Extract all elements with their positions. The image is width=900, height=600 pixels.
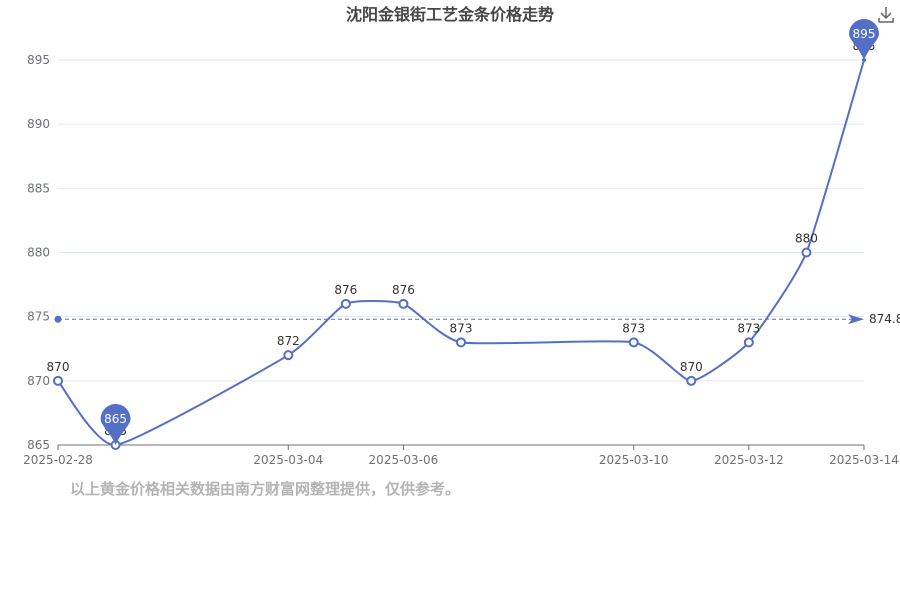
x-tick-label: 2025-03-12 — [714, 453, 784, 467]
y-axis-ticks: 865 870 875 880 885 890 895 — [27, 53, 50, 452]
extreme-markers: 865 895 — [100, 19, 879, 445]
average-line-label: 874.8 — [869, 312, 900, 326]
data-point — [743, 337, 754, 348]
footnote: 以上黄金价格相关数据由南方财富网整理提供，仅供参考。 — [70, 480, 461, 498]
y-tick-label: 865 — [27, 438, 50, 452]
data-point — [456, 337, 466, 348]
y-tick-label: 890 — [27, 117, 50, 131]
data-point — [801, 247, 812, 258]
y-tick-label: 870 — [27, 374, 50, 388]
max-marker: 895 — [849, 19, 879, 60]
average-line-arrow — [848, 314, 864, 325]
data-point — [398, 298, 409, 309]
x-tick-label: 2025-03-14 — [829, 453, 899, 467]
y-tick-label: 885 — [27, 181, 50, 195]
average-line-start — [54, 315, 62, 323]
data-label: 873 — [737, 321, 760, 335]
data-point — [340, 298, 351, 309]
data-point — [53, 375, 63, 386]
data-label: 873 — [450, 321, 473, 335]
y-tick-label: 875 — [27, 310, 50, 324]
data-label: 870 — [47, 360, 70, 374]
max-marker-label: 895 — [853, 27, 876, 41]
data-label: 872 — [277, 334, 300, 348]
data-labels: 870865872876876873873870873880895 — [47, 39, 876, 438]
data-point — [283, 350, 294, 361]
series-line — [57, 59, 865, 447]
grid-lines — [58, 59, 864, 446]
data-point — [686, 375, 697, 386]
min-marker-shape — [100, 404, 131, 445]
max-marker-shape — [849, 19, 879, 60]
y-tick-label: 895 — [27, 53, 50, 67]
min-marker: 865 — [100, 404, 131, 445]
data-label: 870 — [680, 360, 703, 374]
data-label: 876 — [334, 283, 357, 297]
x-tick-label: 2025-03-04 — [253, 453, 323, 467]
average-line: 874.8 — [54, 312, 900, 326]
data-points — [53, 58, 866, 450]
chart-title: 沈阳金银街工艺金条价格走势 — [346, 5, 554, 24]
x-axis: 2025-02-28 2025-03-04 2025-03-06 2025-03-10… — [23, 444, 899, 467]
data-point — [628, 337, 639, 348]
x-tick-label: 2025-03-10 — [599, 453, 669, 467]
data-label: 880 — [795, 232, 818, 246]
min-marker-label: 865 — [104, 412, 127, 426]
data-label: 873 — [622, 321, 645, 335]
download-icon[interactable] — [876, 5, 896, 25]
x-tick-label: 2025-02-28 — [23, 453, 93, 467]
x-tick-label: 2025-03-06 — [369, 453, 439, 467]
data-label: 876 — [392, 283, 415, 297]
y-tick-label: 880 — [27, 246, 50, 260]
